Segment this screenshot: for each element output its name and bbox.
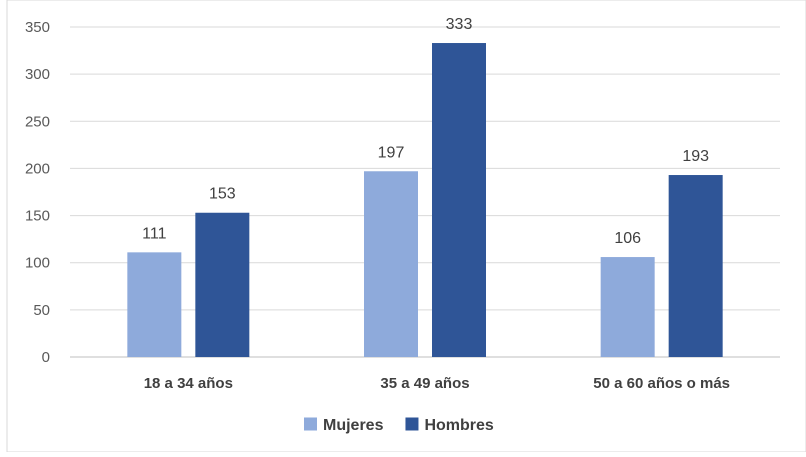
y-tick-label: 0	[42, 349, 50, 366]
data-label: 106	[614, 230, 641, 247]
bar-mujeres-2	[364, 171, 418, 357]
y-tick-label: 50	[33, 302, 50, 319]
category-label: 35 a 49 años	[380, 375, 469, 392]
data-label: 153	[209, 186, 236, 203]
y-axis-ticks: 0 50 100 150 200 250 300 350	[25, 19, 50, 366]
legend: Mujeres Hombres	[304, 417, 494, 434]
legend-swatch-mujeres	[304, 417, 317, 431]
data-labels: 111 153 197 333 106 193	[142, 16, 709, 247]
y-tick-label: 300	[25, 66, 50, 83]
data-label: 193	[682, 148, 709, 165]
legend-swatch-hombres	[405, 417, 419, 431]
data-label: 333	[446, 16, 473, 33]
bar-hombres-3	[668, 175, 723, 357]
bar-mujeres-1	[127, 252, 182, 357]
bar-hombres-2	[432, 43, 486, 358]
y-tick-label: 150	[25, 208, 50, 225]
data-label: 111	[142, 225, 166, 242]
gridlines	[70, 26, 780, 358]
category-label: 50 a 60 años o más	[593, 375, 730, 392]
bar-mujeres-3	[600, 257, 655, 357]
bar-hombres-1	[195, 212, 250, 357]
y-tick-label: 250	[25, 113, 50, 130]
category-label: 18 a 34 años	[144, 375, 233, 392]
legend-label-mujeres: Mujeres	[323, 417, 384, 434]
bars	[127, 43, 723, 358]
x-axis-categories: 18 a 34 años 35 a 49 años 50 a 60 años o m…	[144, 375, 730, 392]
y-tick-label: 100	[25, 255, 50, 272]
data-label: 197	[378, 144, 405, 161]
y-tick-label: 350	[25, 19, 50, 36]
y-tick-label: 200	[25, 160, 50, 177]
legend-label-hombres: Hombres	[424, 417, 493, 434]
